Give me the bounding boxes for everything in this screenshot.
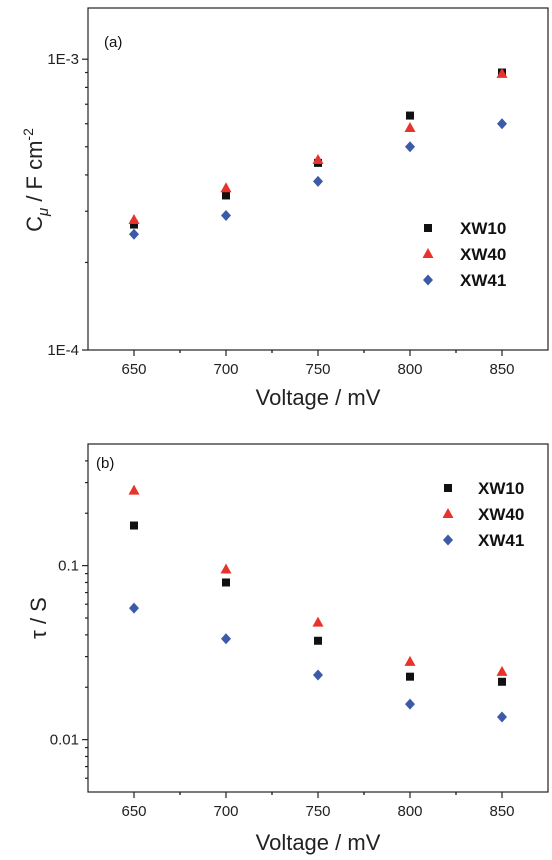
- data-point-xw40: [404, 655, 416, 666]
- legend-marker-xw40: [442, 508, 454, 518]
- data-point-xw40: [312, 616, 324, 627]
- x-tick-label: 800: [397, 803, 422, 820]
- data-point-xw41: [405, 698, 415, 710]
- x-tick-label: 700: [213, 803, 238, 820]
- data-point-xw10: [406, 672, 414, 681]
- data-point-xw10: [130, 521, 138, 530]
- legend-label-xw10: XW10: [478, 479, 524, 498]
- data-point-xw10: [130, 220, 138, 229]
- panel-label-b: (b): [96, 455, 114, 472]
- data-points-a: [128, 67, 508, 240]
- data-point-xw41: [405, 141, 415, 153]
- legend-marker-xw10: [444, 484, 452, 492]
- x-tick-label: 850: [489, 361, 514, 378]
- data-point-xw41: [129, 602, 139, 614]
- legend-marker-xw40: [422, 248, 434, 258]
- legend-label-xw41: XW41: [460, 271, 506, 290]
- y-axis-b: 0.01 0.1: [50, 460, 88, 779]
- x-axis-a: 650 700 750 800 850: [121, 350, 515, 378]
- data-point-xw41: [221, 633, 231, 645]
- y-axis-title-a-sub: μ: [35, 208, 52, 217]
- y-axis-title-a: Cμ / F cm-2: [20, 128, 52, 232]
- x-axis-b: 650 700 750 800 850: [121, 792, 515, 820]
- x-tick-label: 800: [397, 361, 422, 378]
- data-point-xw10: [222, 578, 230, 587]
- data-point-xw41: [497, 118, 507, 130]
- data-point-xw10: [222, 191, 230, 200]
- data-point-xw41: [313, 175, 323, 187]
- data-point-xw10: [406, 111, 414, 120]
- data-point-xw40: [128, 484, 140, 495]
- y-tick-label: 1E-4: [47, 342, 79, 359]
- y-axis-title-b: τ / S: [26, 597, 51, 639]
- data-point-xw41: [221, 210, 231, 222]
- data-point-xw40: [496, 665, 508, 676]
- chart-panel-a: (a) 650 700 750 800 850 1E-4 1E-3 XW10 XW40 XW4…: [20, 7, 549, 410]
- data-points-b: [128, 484, 508, 723]
- x-axis-title-a: Voltage / mV: [256, 385, 381, 410]
- legend-marker-xw41: [423, 274, 433, 286]
- data-point-xw40: [220, 182, 232, 193]
- x-tick-label: 750: [305, 803, 330, 820]
- y-axis-title-a-sup: -2: [20, 128, 36, 141]
- data-point-xw40: [404, 121, 416, 132]
- legend-marker-xw41: [443, 534, 453, 546]
- y-axis-a: 1E-4 1E-3: [47, 51, 88, 359]
- data-point-xw40: [128, 213, 140, 224]
- y-axis-title-a-rest: / F cm: [22, 141, 47, 208]
- y-tick-label: 0.01: [50, 732, 79, 749]
- data-point-xw40: [220, 563, 232, 574]
- panel-label-a: (a): [104, 34, 122, 51]
- chart-panel-b: (b) 650 700 750 800 850 0.01 0.1 XW10 XW40 XW41…: [26, 443, 549, 855]
- data-point-xw40: [496, 67, 508, 78]
- legend-label-xw41: XW41: [478, 531, 524, 550]
- x-tick-label: 650: [121, 361, 146, 378]
- x-tick-label: 750: [305, 361, 330, 378]
- y-axis-title-a-main: C: [22, 216, 47, 232]
- legend-label-xw10: XW10: [460, 219, 506, 238]
- legend-label-xw40: XW40: [460, 245, 506, 264]
- data-point-xw41: [129, 228, 139, 240]
- x-tick-label: 650: [121, 803, 146, 820]
- x-tick-label: 850: [489, 803, 514, 820]
- y-tick-label: 1E-3: [47, 51, 79, 68]
- data-point-xw10: [498, 677, 506, 686]
- data-point-xw41: [497, 711, 507, 723]
- legend-label-xw40: XW40: [478, 505, 524, 524]
- data-point-xw10: [314, 636, 322, 645]
- x-axis-title-b: Voltage / mV: [256, 830, 381, 855]
- y-tick-label: 0.1: [58, 558, 79, 575]
- legend-a: XW10 XW40 XW41: [422, 219, 506, 290]
- x-tick-label: 700: [213, 361, 238, 378]
- data-point-xw41: [313, 669, 323, 681]
- legend-marker-xw10: [424, 224, 432, 232]
- legend-b: XW10 XW40 XW41: [442, 479, 524, 550]
- data-point-xw40: [312, 154, 324, 165]
